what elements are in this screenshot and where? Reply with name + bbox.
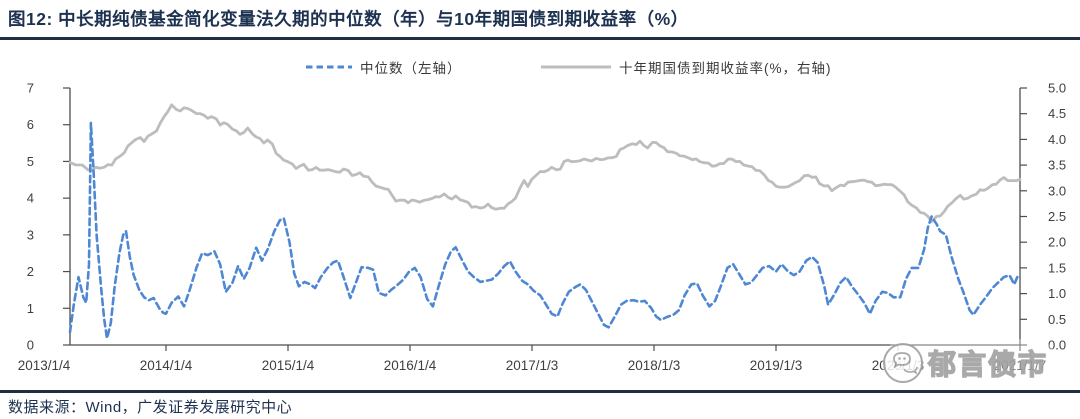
figure-title: 图12: 中长期纯债基金简化变量法久期的中位数（年）与10年期国债到期收益率（%… — [8, 9, 689, 29]
yield-series-line — [68, 103, 1022, 224]
x-axis-tick-label: 2018/1/3 — [628, 358, 681, 373]
solid-line-icon — [541, 65, 611, 69]
x-axis-tick-label: 2020/1/3 — [872, 358, 925, 373]
right-axis-tick-label: 2.0 — [1048, 235, 1066, 250]
left-axis-tick-label: 7 — [27, 81, 34, 96]
right-axis-tick-label: 3.0 — [1048, 183, 1066, 198]
left-axis-tick-label: 3 — [27, 227, 34, 242]
left-axis-tick-label: 2 — [27, 264, 34, 279]
left-axis-tick-label: 0 — [27, 338, 34, 353]
legend-item-median: 中位数（左轴） — [305, 56, 462, 78]
left-axis-tick-label: 6 — [27, 117, 34, 132]
source-note: 数据来源：Wind，广发证券发展研究中心 — [8, 399, 293, 416]
legend-label-yield: 十年期国债到期收益率(%，右轴) — [619, 61, 832, 76]
x-axis-tick-label: 2015/1/4 — [262, 358, 315, 373]
x-axis-tick-label: 2013/1/4 — [18, 358, 71, 373]
right-axis-tick-label: 0.5 — [1048, 312, 1066, 327]
right-axis-tick-label: 0.0 — [1048, 338, 1066, 353]
x-axis-tick-label: 2017/1/3 — [506, 358, 559, 373]
title-divider — [0, 37, 1080, 40]
x-axis-tick-label: 2019/1/3 — [750, 358, 803, 373]
right-axis-tick-label: 3.5 — [1048, 158, 1066, 173]
right-axis-tick-label: 1.5 — [1048, 260, 1066, 275]
legend-item-yield: 十年期国债到期收益率(%，右轴) — [540, 56, 832, 78]
median-series-line — [68, 121, 1020, 340]
footer-divider — [0, 390, 1080, 393]
right-axis-tick-label: 4.0 — [1048, 132, 1066, 147]
right-axis-tick-label: 1.0 — [1048, 286, 1066, 301]
right-axis-tick-label: 2.5 — [1048, 209, 1066, 224]
x-axis-tick-label: 2016/1/4 — [384, 358, 437, 373]
legend-label-median: 中位数（左轴） — [360, 61, 462, 76]
left-axis-tick-label: 5 — [27, 154, 34, 169]
left-axis-tick-label: 1 — [27, 301, 34, 316]
dashed-line-icon — [306, 65, 352, 69]
x-axis-tick-label: 2014/1/4 — [140, 358, 193, 373]
chart-legend: 中位数（左轴） 十年期国债到期收益率(%，右轴) — [0, 56, 1080, 78]
right-axis-tick-label: 5.0 — [1048, 81, 1066, 96]
right-axis-tick-label: 4.5 — [1048, 106, 1066, 121]
x-axis-tick-label: 2021/1/7 — [994, 358, 1047, 373]
left-axis-tick-label: 4 — [27, 191, 34, 206]
